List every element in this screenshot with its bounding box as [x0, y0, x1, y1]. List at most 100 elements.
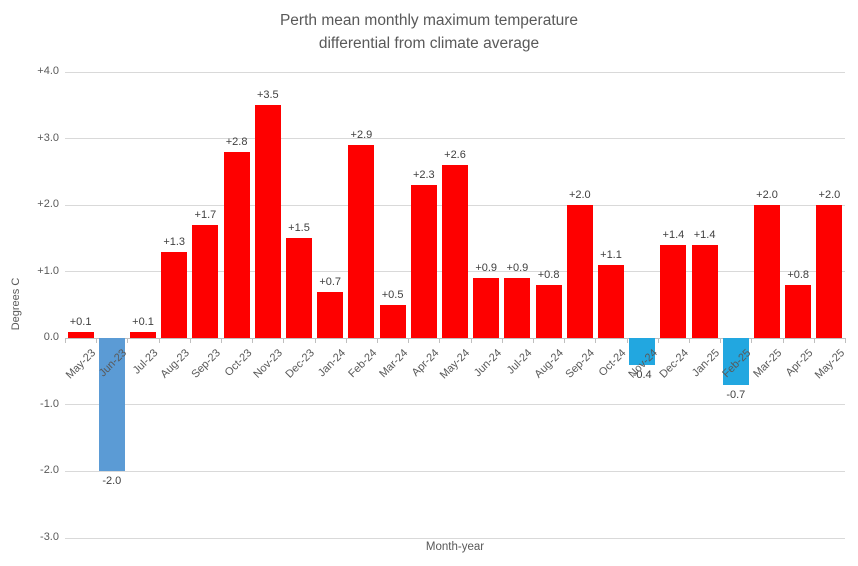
x-tick-mark	[501, 338, 503, 344]
x-tick-label: Aug-23	[158, 347, 192, 381]
x-tick-mark	[252, 338, 254, 344]
x-tick-mark	[408, 338, 410, 344]
bar-aug-23	[161, 251, 188, 339]
y-tick-label: +2.0	[37, 198, 59, 211]
y-tick-label: +1.0	[37, 264, 59, 277]
bar-value-label: +2.9	[350, 129, 373, 142]
y-gridline	[65, 138, 845, 140]
bar-value-label: +0.8	[787, 269, 810, 282]
x-tick-mark	[689, 338, 690, 344]
bar-oct-23	[223, 151, 250, 339]
x-tick-label: Aug-24	[532, 347, 567, 381]
x-axis-title: Month-year	[425, 541, 485, 553]
bar-value-label: +0.9	[475, 262, 498, 275]
bar-nov-24	[629, 338, 656, 365]
x-tick-label: Apr-25	[783, 347, 816, 380]
x-tick-label: Sep-23	[189, 347, 223, 381]
bar-may-24	[442, 165, 468, 339]
x-tick-label: Dec-23	[282, 347, 317, 381]
bar-jun-23	[98, 338, 125, 472]
y-gridline	[65, 404, 845, 406]
bar-value-label: +0.1	[132, 315, 154, 328]
x-tick-mark	[813, 338, 815, 344]
bar-nov-23	[254, 105, 281, 339]
x-tick-label: May-23	[63, 347, 99, 382]
bar-value-label: +1.3	[163, 235, 186, 248]
bar-value-label: +1.4	[662, 229, 685, 242]
x-tick-label: Feb-24	[345, 347, 379, 381]
x-tick-mark	[283, 338, 285, 344]
x-tick-label: Mar-24	[376, 347, 411, 381]
y-gridline	[65, 470, 845, 472]
bar-mar-25	[754, 205, 780, 339]
y-tick-label: -2.0	[40, 464, 59, 477]
bar-oct-24	[598, 265, 624, 339]
y-tick-label: +4.0	[37, 65, 59, 77]
x-tick-mark	[657, 338, 659, 344]
x-tick-label: May-24	[438, 347, 473, 382]
x-tick-mark	[127, 338, 129, 344]
bar-value-label: +3.5	[256, 89, 279, 102]
x-tick-mark	[345, 338, 347, 344]
x-tick-mark	[782, 338, 784, 344]
x-tick-label: Oct-23	[222, 347, 255, 380]
x-tick-label: Nov-23	[251, 347, 286, 381]
bar-jul-23	[130, 331, 156, 339]
bar-value-label: +1.7	[194, 209, 217, 222]
bar-value-label: -2.0	[102, 475, 122, 488]
x-tick-mark	[564, 338, 566, 344]
bar-dec-23	[286, 238, 312, 339]
x-tick-mark	[751, 338, 753, 344]
bar-jun-24	[473, 278, 500, 339]
bar-value-label: +0.7	[319, 275, 342, 288]
x-axis-line	[65, 337, 845, 339]
bar-value-label: -0.7	[726, 388, 746, 401]
bar-dec-24	[660, 245, 687, 339]
x-tick-label: Mar-25	[751, 347, 785, 381]
x-tick-mark	[533, 338, 534, 344]
x-tick-label: Jul-24	[505, 347, 535, 377]
y-gridline	[65, 537, 845, 539]
x-tick-label: Jan-25	[689, 347, 723, 380]
chart-title-line-1: Perth mean monthly maximum temperature	[279, 12, 579, 29]
bar-may-25	[816, 205, 843, 339]
x-tick-mark	[189, 338, 191, 344]
bar-jan-25	[691, 245, 718, 339]
bar-value-label: +2.6	[444, 149, 466, 162]
x-tick-mark	[65, 338, 66, 344]
bar-aug-24	[535, 285, 562, 339]
bar-feb-25	[722, 338, 749, 385]
x-tick-mark	[314, 338, 316, 344]
x-tick-mark	[595, 338, 597, 344]
bar-value-label: +2.0	[756, 189, 778, 202]
x-tick-mark	[158, 338, 160, 344]
bar-value-label: +2.0	[818, 189, 841, 202]
bar-apr-25	[785, 285, 812, 339]
bar-value-label: +2.8	[225, 135, 248, 148]
y-tick-label: -3.0	[40, 531, 59, 543]
bar-value-label: +0.1	[69, 315, 92, 328]
y-gridline	[65, 71, 845, 73]
x-tick-mark	[626, 338, 628, 344]
bar-value-label: +1.5	[288, 222, 310, 235]
bar-value-label: +1.4	[693, 229, 716, 242]
x-tick-label: Jun-24	[471, 347, 504, 380]
y-tick-label: 0.0	[43, 331, 59, 344]
chart-title-line-2: differential from climate average	[318, 35, 540, 52]
x-tick-mark	[845, 338, 846, 344]
x-tick-label: May-25	[812, 347, 847, 382]
bar-apr-24	[410, 185, 437, 339]
bar-jul-24	[504, 278, 531, 339]
bar-jan-24	[317, 291, 344, 339]
x-tick-label: Dec-24	[657, 347, 691, 381]
bar-value-label: +0.5	[381, 289, 404, 301]
bar-feb-24	[348, 145, 375, 339]
x-tick-mark	[377, 338, 378, 344]
bar-value-label: +2.3	[412, 169, 435, 182]
bar-mar-24	[379, 305, 406, 339]
x-tick-label: Jan-24	[315, 347, 348, 380]
chart-title: Perth mean monthly maximum temperature d…	[0, 9, 858, 55]
bar-sep-23	[192, 225, 219, 339]
x-tick-mark	[221, 338, 222, 344]
